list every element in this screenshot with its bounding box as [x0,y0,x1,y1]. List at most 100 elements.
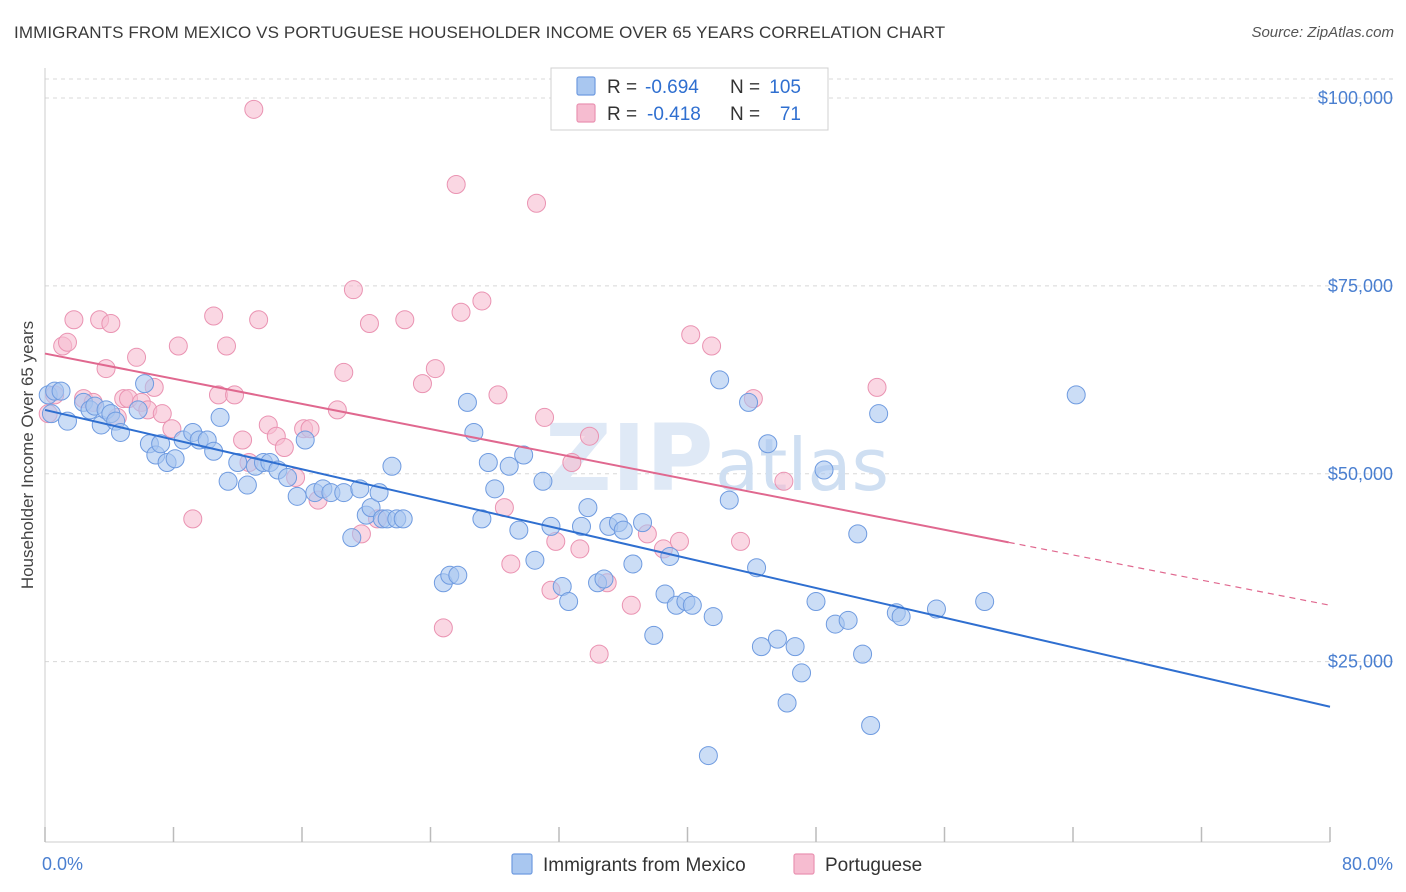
portuguese-point [204,306,224,326]
mexico-point [278,468,298,488]
mexico-point [777,693,797,713]
stats-r-value-portuguese: -0.418 [647,104,701,125]
mexico-point [237,475,257,495]
portuguese-point [472,291,492,311]
legend-item-mexico[interactable]: Immigrants from Mexico [511,853,746,876]
portuguese-point [702,336,722,356]
portuguese-trend-line-extension [1008,541,1331,606]
mexico-point [151,434,171,454]
stats-swatch-portuguese [576,103,596,123]
portuguese-point [527,193,547,213]
portuguese-point [433,618,453,638]
mexico-point [334,483,354,503]
x-tick-labels: 0.0% 80.0% [42,854,1393,874]
mexico-point [210,407,230,427]
portuguese-point [395,310,415,330]
trend-lines [44,352,1331,708]
mexico-point [891,607,911,627]
portuguese-point [244,99,264,119]
mexico-trend-line [44,408,1331,708]
portuguese-point [446,174,466,194]
portuguese-point [774,471,794,491]
x-tick-label: 80.0% [1342,854,1393,874]
mexico-point [533,471,553,491]
mexico-point [698,746,718,766]
stats-swatch-mexico [576,76,596,96]
portuguese-point [334,362,354,382]
mexico-point [51,381,71,401]
mexico-point [559,592,579,612]
mexico-point [975,592,995,612]
mexico-point [785,637,805,657]
mexico-point [703,607,723,627]
stats-r-label-mexico: R = [607,77,637,98]
x-tick-label: 0.0% [42,854,83,874]
stats-n-label-mexico: N = [730,77,760,98]
stats-n-value-portuguese: 71 [780,104,801,125]
y-tick-label: $50,000 [1328,464,1393,484]
portuguese-point [580,426,600,446]
mexico-point [287,486,307,506]
stats-n-label-portuguese: N = [730,104,760,125]
mexico-point [295,430,315,450]
mexico-point [861,716,881,736]
mexico-point [633,513,653,533]
mexico-point [509,520,529,540]
mexico-point [514,445,534,465]
mexico-point [499,456,519,476]
mexico-point [848,524,868,544]
portuguese-point [621,595,641,615]
portuguese-point [488,385,508,405]
portuguese-point [127,347,147,367]
portuguese-point [217,336,237,356]
portuguese-point [249,310,269,330]
mexico-point [135,374,155,394]
mexico-point [739,392,759,412]
mexico-point [853,644,873,664]
legend-item-portuguese[interactable]: Portuguese [793,853,922,876]
mexico-point [457,392,477,412]
mexico-point [767,629,787,649]
legend-swatch-mexico [511,853,533,875]
mexico-point [361,498,381,518]
legend: Immigrants from Mexico Portuguese [511,853,922,876]
y-tick-label: $75,000 [1328,276,1393,296]
mexico-point [838,610,858,630]
portuguese-point [64,310,84,330]
portuguese-point [359,313,379,333]
portuguese-point [233,430,253,450]
legend-swatch-portuguese [793,853,815,875]
portuguese-point [731,531,751,551]
mexico-point [814,460,834,480]
portuguese-point [501,554,521,574]
chart-title: IMMIGRANTS FROM MEXICO VS PORTUGUESE HOU… [14,23,946,42]
grid [45,78,1394,663]
mexico-point [751,637,771,657]
portuguese-point [343,280,363,300]
stats-r-value-mexico: -0.694 [645,77,699,98]
y-tick-labels: $25,000 $50,000 $75,000 $100,000 [1318,88,1393,672]
mexico-point [448,565,468,585]
portuguese-point [570,539,590,559]
stats-box: R = -0.694 N = 105 R = -0.418 N = 71 [550,67,829,131]
mexico-point [719,490,739,510]
watermark: ZIP atlas [545,405,889,512]
mexico-point [1066,385,1086,405]
portuguese-point [589,644,609,664]
mexico-points [38,370,1086,766]
portuguese-point [96,359,116,379]
mexico-point [869,404,889,424]
mexico-point [342,528,362,548]
portuguese-point [867,377,887,397]
chart-source: Source: ZipAtlas.com [1251,24,1394,41]
portuguese-point [535,407,555,427]
y-tick-label: $100,000 [1318,88,1393,108]
mexico-point [128,400,148,420]
portuguese-point [412,374,432,394]
mexico-point [165,449,185,469]
mexico-point [644,625,664,645]
mexico-point [926,599,946,619]
legend-label-portuguese: Portuguese [825,855,922,876]
mexico-point [655,584,675,604]
